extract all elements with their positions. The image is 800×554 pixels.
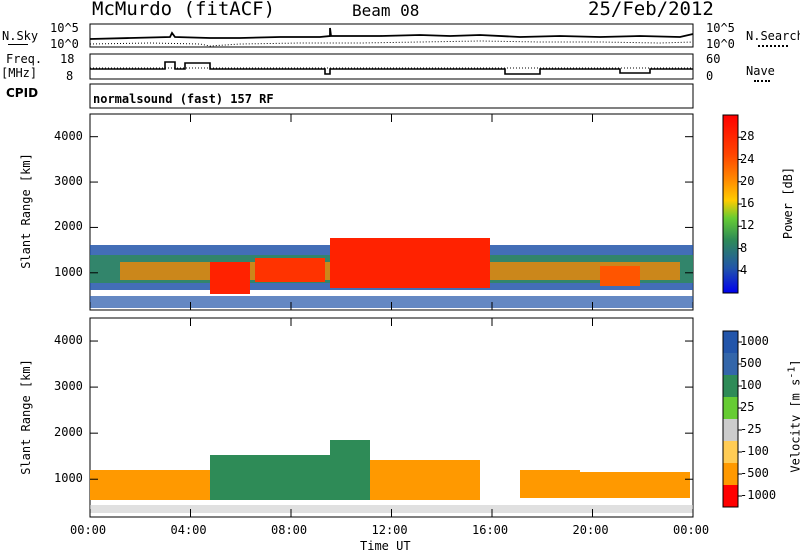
freq-label-line2: [MHz]	[1, 66, 38, 80]
power-colorbar	[722, 114, 739, 294]
velocity-colorbar-tick-label: 1000	[740, 334, 769, 348]
ticks-layer	[89, 114, 742, 517]
nsky-line	[89, 27, 694, 40]
x-tick-label: 16:00	[472, 523, 509, 537]
power-echoes	[90, 238, 693, 308]
nsky-tick-low: 10^0	[50, 37, 79, 51]
cpid-text: normalsound (fast) 157 RF	[93, 92, 274, 106]
velocity-colorbar-tick-label: -1000	[740, 488, 777, 502]
x-tick-label: 12:00	[371, 523, 408, 537]
y-tick-label: 1000	[54, 264, 83, 279]
y-tick-label: 4000	[54, 128, 83, 143]
freq-tick-high: 18	[60, 52, 75, 66]
freq-tick-low: 8	[66, 69, 74, 83]
nsearch-tick-low: 10^0	[706, 37, 735, 51]
power-colorbar-tick-label: 24	[740, 151, 755, 166]
y-tick-label: 2000	[54, 425, 83, 440]
x-tick-label: 20:00	[572, 523, 609, 537]
y-tick-label: 3000	[54, 379, 83, 394]
nsky-underline	[8, 44, 28, 45]
nsky-label: N.Sky	[2, 29, 39, 43]
noise-panel	[89, 23, 694, 48]
x-tick-label: 04:00	[170, 523, 207, 537]
power-colorbar-tick-label: 20	[740, 173, 755, 188]
x-tick-label: 00:00	[70, 523, 107, 537]
freq-label-line1: Freq.	[6, 52, 43, 66]
cpid-label: CPID	[6, 86, 39, 100]
velocity-colorbar-tick-label: -500	[740, 466, 769, 480]
freq-line	[90, 61, 693, 75]
freq-panel	[89, 53, 694, 80]
velocity-colorbar-tick-label: 100	[740, 378, 762, 392]
power-colorbar-tick-label: 12	[740, 218, 755, 233]
date-label: 25/Feb/2012	[588, 0, 714, 20]
nsearch-line	[89, 40, 694, 47]
beam-label: Beam 08	[352, 1, 420, 20]
x-tick-label: 08:00	[271, 523, 308, 537]
y-tick-label: 1000	[54, 471, 83, 486]
velocity-colorbar-tick-label: -100	[740, 444, 769, 458]
power-colorbar-tick-label: 16	[740, 196, 755, 210]
velocity-colorbar-tick-label: 25	[740, 400, 755, 414]
y-tick-label: 2000	[54, 219, 83, 234]
nsearch-label: N.Search	[746, 29, 800, 43]
velocity-colorbar-label: Velocity [m s-1]	[786, 359, 800, 473]
power-colorbar-tick-label: 4	[740, 262, 748, 277]
velocity-colorbar-tick-label: 500	[740, 356, 762, 370]
power-colorbar-tick-label: 8	[740, 240, 748, 255]
cpid-panel	[89, 83, 694, 109]
nsky-tick-high: 10^5	[50, 21, 79, 35]
time-xlabel: Time UT	[360, 539, 411, 553]
velocity-ylabel: Slant Range [km]	[18, 359, 33, 475]
power-colorbar-label: Power [dB]	[781, 166, 796, 240]
nave-label: Nave	[746, 64, 775, 78]
x-tick-label: 00:00	[673, 523, 710, 537]
velocity-colorbar	[722, 330, 739, 508]
nave-tick-low: 0	[706, 69, 714, 83]
power-ylabel: Slant Range [km]	[18, 153, 33, 269]
nave-tick-high: 60	[706, 52, 721, 66]
nsearch-tick-high: 10^5	[706, 21, 735, 35]
nave-dotted	[754, 80, 770, 82]
velocity-colorbar-tick-label: -25	[740, 422, 762, 436]
station-title: McMurdo (fitACF)	[92, 0, 276, 20]
power-colorbar-tick-label: 28	[740, 129, 755, 144]
y-tick-label: 3000	[54, 174, 83, 189]
y-tick-label: 4000	[54, 333, 83, 348]
nsearch-dotted	[758, 45, 788, 47]
